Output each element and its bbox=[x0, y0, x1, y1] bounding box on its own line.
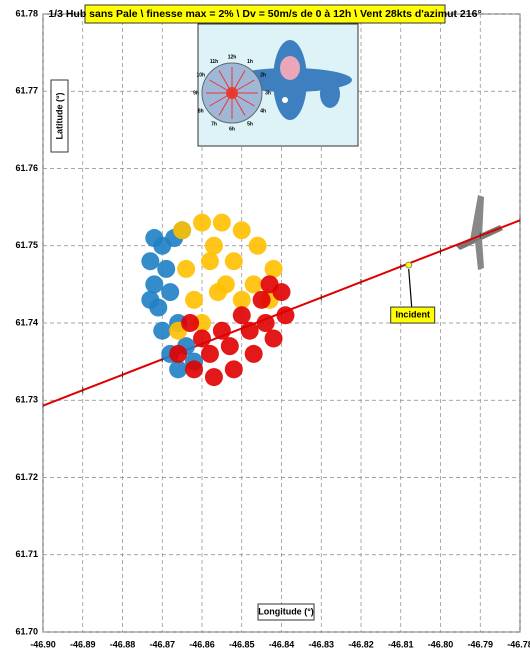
x-tick-label: -46.80 bbox=[428, 639, 454, 649]
scatter-point bbox=[200, 344, 219, 363]
scatter-point bbox=[232, 221, 251, 240]
y-tick-label: 61.77 bbox=[15, 86, 38, 96]
inset-label: 8h bbox=[198, 108, 204, 114]
scatter-point bbox=[212, 321, 231, 340]
x-tick-label: -46.84 bbox=[269, 639, 295, 649]
scatter-point bbox=[232, 306, 251, 325]
inset-label: 10h bbox=[197, 72, 206, 78]
x-tick-label: -46.86 bbox=[189, 639, 215, 649]
scatter-point bbox=[244, 344, 263, 363]
x-tick-label: -46.78 bbox=[507, 639, 530, 649]
inset-label: 11h bbox=[210, 59, 218, 65]
x-tick-label: -46.85 bbox=[229, 639, 255, 649]
inset-arrow bbox=[231, 70, 246, 94]
scatter-point bbox=[248, 236, 267, 255]
scatter-point bbox=[153, 321, 172, 340]
x-tick-label: -46.88 bbox=[110, 639, 136, 649]
inset-label: 1h bbox=[247, 59, 253, 65]
x-tick-label: -46.82 bbox=[348, 639, 374, 649]
inset-label: 4h bbox=[260, 108, 266, 114]
inset-diagram: 12h 1h 2h 3h 4h 5h 6h 7h 8h 9h 10h 11h bbox=[193, 23, 359, 147]
inset-label: 5h bbox=[247, 122, 253, 128]
scatter-point bbox=[252, 290, 271, 309]
x-tick-label: -46.83 bbox=[308, 639, 334, 649]
y-tick-label: 61.78 bbox=[15, 8, 38, 18]
scatter-point bbox=[216, 275, 235, 294]
scatter-point bbox=[224, 360, 243, 379]
y-axis-label: Latitude (°) bbox=[54, 92, 64, 139]
y-tick-label: 61.76 bbox=[15, 163, 38, 173]
scatter-point bbox=[256, 314, 275, 332]
scatter-point bbox=[193, 329, 211, 348]
ylabel-box bbox=[50, 79, 69, 153]
plane-hub bbox=[282, 97, 288, 103]
scatter-point bbox=[232, 290, 251, 309]
scatter-point bbox=[204, 236, 223, 255]
chart-title: 1/3 Hub sans Pale \ finesse max = 2% \ D… bbox=[48, 8, 481, 20]
scatter-point bbox=[145, 229, 164, 248]
incident-box bbox=[390, 306, 436, 324]
scatter-point bbox=[173, 221, 192, 240]
scatter-point bbox=[141, 290, 160, 309]
scatter-point bbox=[212, 213, 231, 232]
title-box bbox=[84, 4, 446, 24]
y-tick-label: 61.74 bbox=[15, 317, 38, 327]
scatter-point bbox=[240, 321, 259, 340]
scatter-point bbox=[204, 368, 223, 387]
scatter-point bbox=[276, 306, 295, 325]
y-tick-label: 61.70 bbox=[15, 626, 38, 636]
scatter-point bbox=[157, 259, 176, 278]
x-axis-label: Longitude (°) bbox=[258, 606, 314, 616]
scatter-point bbox=[264, 329, 283, 348]
inset-label: 3h bbox=[265, 90, 271, 96]
scatter-point bbox=[181, 314, 200, 332]
plane-cockpit bbox=[280, 56, 300, 80]
scatter-point bbox=[264, 259, 283, 278]
scatter-point bbox=[185, 290, 204, 309]
inset-arrow bbox=[218, 92, 233, 116]
scatter-point bbox=[145, 275, 164, 294]
scatter-point bbox=[177, 259, 196, 278]
plane-wings bbox=[470, 195, 484, 270]
y-tick-label: 61.75 bbox=[15, 240, 38, 250]
inset-label: 2h bbox=[260, 72, 266, 78]
inset-label: 6h bbox=[229, 126, 235, 132]
y-tick-label: 61.72 bbox=[15, 472, 38, 482]
scatter-point bbox=[224, 252, 243, 271]
x-tick-label: -46.87 bbox=[149, 639, 175, 649]
inset-arrow bbox=[231, 79, 255, 94]
xlabel-box bbox=[257, 603, 315, 621]
scatter-point bbox=[260, 275, 279, 294]
scatter-point bbox=[169, 360, 188, 379]
inset-label: 12h bbox=[228, 54, 237, 60]
inset-arrow bbox=[218, 70, 233, 94]
scatter-point bbox=[244, 275, 263, 294]
scatter-point bbox=[161, 283, 180, 302]
scatter-point bbox=[185, 360, 204, 379]
scatter-point bbox=[200, 252, 219, 271]
x-tick-label: -46.81 bbox=[388, 639, 414, 649]
incident-point bbox=[405, 261, 413, 269]
y-tick-label: 61.71 bbox=[15, 549, 38, 559]
scatter-point bbox=[193, 213, 211, 232]
scatter-point bbox=[169, 344, 188, 363]
inset-arrow bbox=[231, 92, 255, 107]
plane-engine bbox=[320, 80, 340, 108]
inset-label: 7h bbox=[211, 122, 217, 128]
scatter-point bbox=[220, 337, 239, 356]
y-tick-label: 61.73 bbox=[15, 395, 38, 405]
inset-arrow bbox=[209, 92, 233, 107]
x-tick-label: -46.79 bbox=[467, 639, 493, 649]
inset-arrow bbox=[209, 79, 233, 94]
x-tick-label: -46.89 bbox=[70, 639, 96, 649]
scatter-point bbox=[141, 252, 160, 271]
incident-label: Incident bbox=[395, 309, 430, 319]
inset-label: 9h bbox=[193, 90, 199, 96]
x-tick-label: -46.90 bbox=[30, 639, 56, 649]
incident-arrow bbox=[408, 269, 413, 308]
inset-arrow bbox=[231, 92, 246, 116]
